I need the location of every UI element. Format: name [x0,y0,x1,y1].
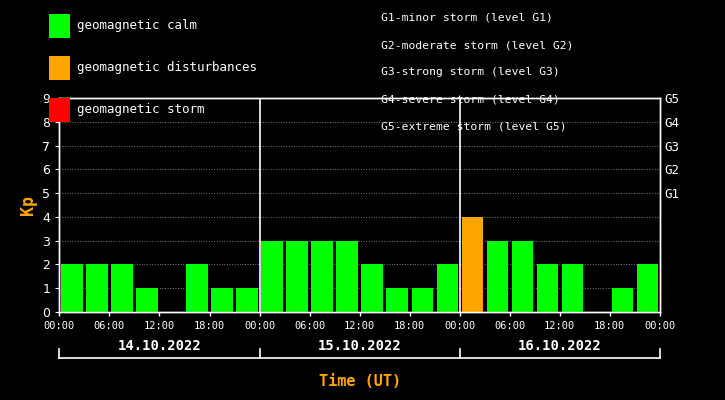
Bar [436,264,457,312]
Bar [386,288,407,312]
Text: 16.10.2022: 16.10.2022 [518,339,602,353]
Bar [86,264,107,312]
Text: 14.10.2022: 14.10.2022 [117,339,202,353]
Bar [312,241,333,312]
Text: G5-extreme storm (level G5): G5-extreme storm (level G5) [381,122,566,132]
Bar [562,264,583,312]
Bar [286,241,307,312]
Bar [262,241,283,312]
Bar [62,264,83,312]
Text: G1-minor storm (level G1): G1-minor storm (level G1) [381,13,552,23]
Bar [136,288,157,312]
Text: geomagnetic disturbances: geomagnetic disturbances [77,62,257,74]
Bar [512,241,533,312]
Text: Time (UT): Time (UT) [318,374,401,390]
Bar [336,241,357,312]
Bar [486,241,507,312]
Text: G4-severe storm (level G4): G4-severe storm (level G4) [381,95,560,105]
Bar [412,288,433,312]
Bar [112,264,133,312]
Text: 15.10.2022: 15.10.2022 [318,339,402,353]
Text: G3-strong storm (level G3): G3-strong storm (level G3) [381,68,560,78]
Y-axis label: Kp: Kp [19,195,37,215]
Bar [236,288,257,312]
Bar [212,288,233,312]
Bar [362,264,383,312]
Bar [612,288,633,312]
Bar [186,264,207,312]
Text: geomagnetic storm: geomagnetic storm [77,104,204,116]
Bar [536,264,558,312]
Text: G2-moderate storm (level G2): G2-moderate storm (level G2) [381,40,573,50]
Text: geomagnetic calm: geomagnetic calm [77,20,197,32]
Bar [462,217,483,312]
Bar [637,264,658,312]
